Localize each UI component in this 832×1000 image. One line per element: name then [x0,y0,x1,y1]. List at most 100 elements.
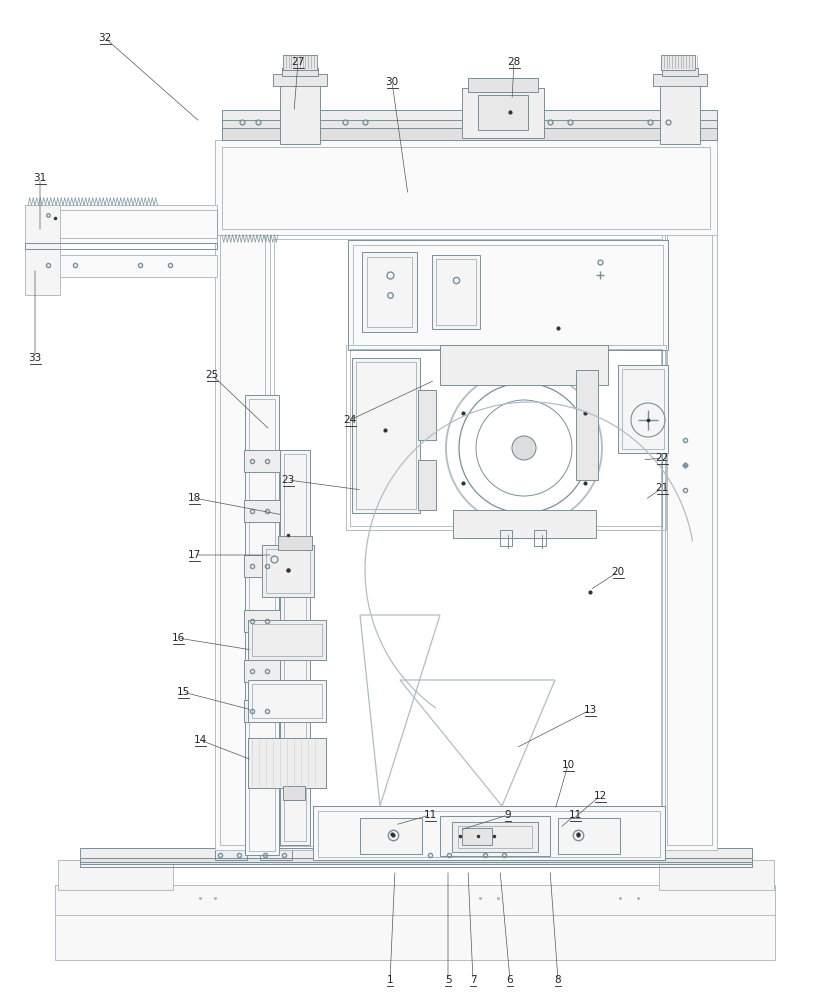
Bar [244,700,280,722]
Bar [318,811,660,857]
Bar [252,624,322,656]
Bar [273,74,327,86]
Text: 25: 25 [206,370,219,380]
Bar [478,95,528,130]
Bar [313,806,665,860]
Bar [248,620,326,660]
Text: 12: 12 [593,791,607,801]
Text: 8: 8 [555,975,562,985]
Bar [80,858,752,864]
Text: 15: 15 [176,687,190,697]
Bar [356,362,416,509]
Text: 17: 17 [187,550,201,560]
Bar [244,450,280,472]
Bar [25,243,217,249]
Bar [283,786,305,800]
Bar [280,82,320,144]
Bar [222,147,710,229]
Bar [25,205,60,295]
Text: 30: 30 [385,77,399,87]
Bar [222,128,717,140]
Bar [80,848,752,862]
Text: 9: 9 [505,810,512,820]
Bar [244,555,280,577]
Bar [244,610,280,632]
Text: 18: 18 [187,493,201,503]
Bar [215,140,717,235]
Bar [25,205,217,243]
Bar [661,55,695,70]
Bar [353,245,663,345]
Bar [653,74,707,86]
Bar [360,818,422,854]
Bar [266,549,310,593]
Bar [244,660,280,682]
Bar [660,82,700,144]
Bar [278,536,312,550]
Bar [462,88,544,138]
Bar [252,684,322,718]
Bar [244,500,280,522]
Bar [58,860,173,890]
Bar [348,240,668,350]
Bar [436,259,476,325]
Bar [249,399,275,851]
Bar [667,145,712,845]
Bar [425,850,457,860]
Bar [558,818,620,854]
Bar [462,828,492,845]
Text: 7: 7 [470,975,476,985]
Text: 10: 10 [562,760,575,770]
Text: 11: 11 [568,810,582,820]
Bar [282,68,318,76]
Bar [452,822,538,852]
Bar [662,68,698,76]
Bar [418,460,436,510]
Bar [248,738,326,788]
Text: 20: 20 [612,567,625,577]
Text: 1: 1 [387,975,394,985]
Bar [280,450,310,845]
Text: 28: 28 [508,57,521,67]
Bar [25,255,217,277]
Bar [432,255,480,329]
Bar [262,545,314,597]
Bar [80,862,752,867]
Bar [480,850,512,860]
Text: 27: 27 [291,57,305,67]
Text: 5: 5 [444,975,451,985]
Bar [245,395,279,855]
Bar [215,850,247,860]
Bar [622,369,664,449]
Bar [576,370,598,480]
Text: 11: 11 [423,810,437,820]
Bar [418,390,436,440]
Bar [362,252,417,332]
Bar [274,239,661,846]
Bar [55,885,775,915]
Bar [284,454,306,841]
Bar [453,510,596,538]
Bar [350,349,662,526]
Text: 23: 23 [281,475,295,485]
Text: 24: 24 [344,415,357,425]
Bar [260,850,292,860]
Text: 33: 33 [28,353,42,363]
Bar [215,140,270,850]
Bar [500,530,512,546]
Bar [248,680,326,722]
Bar [458,826,532,848]
Bar [618,365,668,453]
Text: 31: 31 [33,173,47,183]
Bar [220,145,265,845]
Bar [352,358,420,513]
Text: 13: 13 [583,705,597,715]
Text: 32: 32 [98,33,111,43]
Bar [367,257,412,327]
Bar [468,78,538,92]
Bar [283,55,317,70]
Bar [248,738,326,788]
Bar [534,530,546,546]
Bar [440,345,608,385]
Bar [25,210,217,238]
